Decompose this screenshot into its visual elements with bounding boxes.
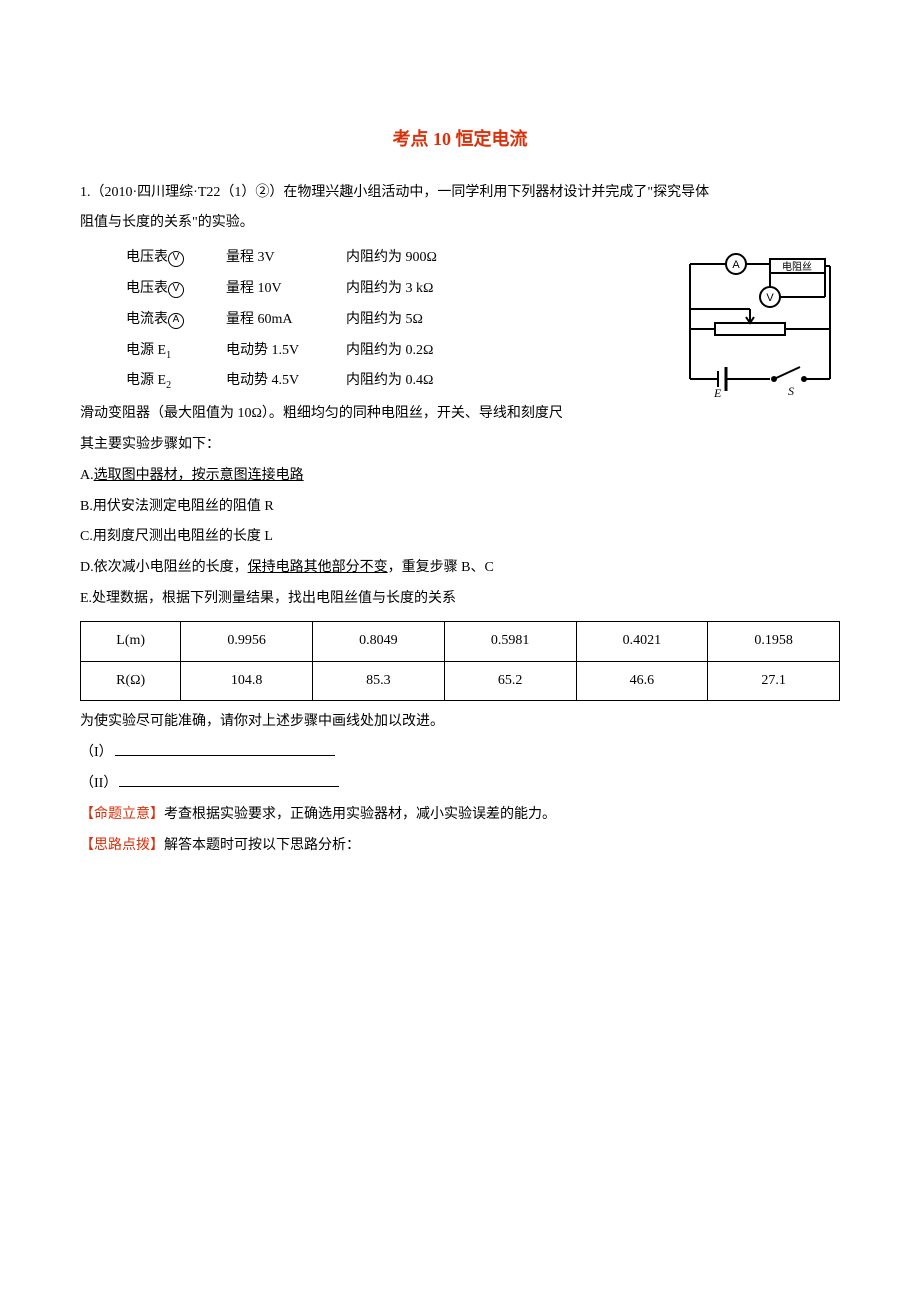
meter-mark-icon: V: [168, 282, 184, 298]
step-d-underline: 保持电路其他部分不变: [248, 560, 388, 575]
hint-label: 【思路点拨】: [80, 838, 164, 853]
table-cell: 104.8: [181, 661, 313, 701]
equip-range: 电动势 4.5V: [226, 366, 346, 397]
switch-label: S: [788, 384, 794, 398]
equipment-row: 电压表V 量程 3V 内阻约为 900Ω: [126, 243, 670, 274]
page-title: 考点 10 恒定电流: [80, 120, 840, 160]
equipment-row: 电源 E2 电动势 4.5V 内阻约为 0.4Ω: [126, 366, 670, 397]
step-c: C.用刻度尺测出电阻丝的长度 L: [80, 522, 840, 553]
equip-res: 内阻约为 0.2Ω: [346, 336, 526, 367]
intro-line-1: 1.（2010·四川理综·T22（1）②）在物理兴趣小组活动中，一同学利用下列器…: [80, 178, 840, 209]
equipment-row: 电源 E1 电动势 1.5V 内阻约为 0.2Ω: [126, 336, 670, 367]
equip-name: 电源 E1: [126, 336, 226, 367]
equipment-rows: 电压表V 量程 3V 内阻约为 900Ω 电压表V 量程 10V 内阻约为 3 …: [126, 243, 670, 397]
table-row: R(Ω) 104.8 85.3 65.2 46.6 27.1: [81, 661, 840, 701]
answer-blank-1: [115, 741, 335, 756]
data-table: L(m) 0.9956 0.8049 0.5981 0.4021 0.1958 …: [80, 621, 840, 702]
meter-mark-icon: A: [168, 313, 184, 329]
circuit-diagram-icon: A 电阻丝 V E S: [670, 249, 840, 399]
equip-name: 电压表V: [126, 274, 226, 305]
equip-range: 电动势 1.5V: [226, 336, 346, 367]
equip-res: 内阻约为 0.4Ω: [346, 366, 526, 397]
equipment-block: 电压表V 量程 3V 内阻约为 900Ω 电压表V 量程 10V 内阻约为 3 …: [80, 243, 840, 399]
voltmeter-label: V: [766, 292, 774, 304]
ammeter-label: A: [732, 259, 740, 271]
table-head-l: L(m): [81, 621, 181, 661]
cmd-label: 【命题立意】: [80, 807, 164, 822]
table-head-r: R(Ω): [81, 661, 181, 701]
equipment-row: 电压表V 量程 10V 内阻约为 3 kΩ: [126, 274, 670, 305]
equipment-row: 电流表A 量程 60mA 内阻约为 5Ω: [126, 305, 670, 336]
emf-label: E: [713, 386, 722, 399]
answer-blank-2: [119, 772, 339, 787]
step-a-underline: 选取图中器材，按示意图连接电路: [94, 468, 304, 483]
hint-line: 【思路点拨】解答本题时可按以下思路分析：: [80, 831, 840, 862]
table-cell: 0.5981: [444, 621, 576, 661]
table-row: L(m) 0.9956 0.8049 0.5981 0.4021 0.1958: [81, 621, 840, 661]
meter-mark-icon: V: [168, 251, 184, 267]
equip-name: 电压表V: [126, 243, 226, 274]
table-cell: 65.2: [444, 661, 576, 701]
after-table-line: 为使实验尽可能准确，请你对上述步骤中画线处加以改进。: [80, 707, 840, 738]
step-e: E.处理数据，根据下列测量结果，找出电阻丝值与长度的关系: [80, 584, 840, 615]
cmd-line: 【命题立意】考查根据实验要求，正确选用实验器材，减小实验误差的能力。: [80, 800, 840, 831]
table-cell: 46.6: [576, 661, 708, 701]
equip-res: 内阻约为 5Ω: [346, 305, 526, 336]
step-b: B.用伏安法测定电阻丝的阻值 R: [80, 492, 840, 523]
equip-range: 量程 60mA: [226, 305, 346, 336]
steps-intro: 其主要实验步骤如下：: [80, 430, 840, 461]
intro-line-2: 阻值与长度的关系"的实验。: [80, 208, 840, 239]
blank-2: （II）: [80, 769, 840, 800]
equip-range: 量程 10V: [226, 274, 346, 305]
slider-line: 滑动变阻器（最大阻值为 10Ω）。粗细均匀的同种电阻丝，开关、导线和刻度尺: [80, 399, 840, 430]
equip-res: 内阻约为 3 kΩ: [346, 274, 526, 305]
equip-res: 内阻约为 900Ω: [346, 243, 526, 274]
table-cell: 0.4021: [576, 621, 708, 661]
resistor-wire-label: 电阻丝: [782, 260, 812, 273]
step-d: D.依次减小电阻丝的长度，保持电路其他部分不变，重复步骤 B、C: [80, 553, 840, 584]
table-cell: 27.1: [708, 661, 840, 701]
table-cell: 0.9956: [181, 621, 313, 661]
step-a: A.选取图中器材，按示意图连接电路: [80, 461, 840, 492]
equip-name: 电流表A: [126, 305, 226, 336]
table-cell: 0.8049: [313, 621, 445, 661]
table-cell: 85.3: [313, 661, 445, 701]
table-cell: 0.1958: [708, 621, 840, 661]
equip-range: 量程 3V: [226, 243, 346, 274]
blank-1: （I）: [80, 738, 840, 769]
equip-name: 电源 E2: [126, 366, 226, 397]
